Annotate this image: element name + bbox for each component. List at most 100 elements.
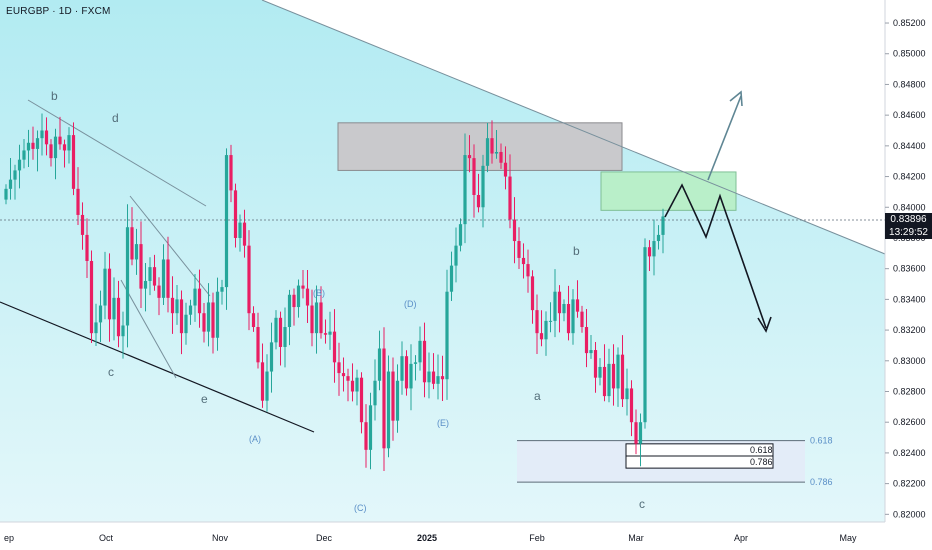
candle-body (521, 257, 526, 265)
y-tick-label: 0.83600 (893, 264, 926, 274)
candle-body (350, 380, 355, 392)
candle-body (386, 371, 391, 449)
candle-body (314, 302, 319, 334)
candle-body (274, 317, 278, 343)
candle-body (593, 350, 598, 378)
candle-body (319, 302, 323, 334)
candle-body (107, 268, 112, 320)
candle-body (616, 354, 620, 389)
candle-body (94, 322, 98, 334)
wave-label-D: (D) (404, 299, 417, 309)
wedge-upper-line (129, 195, 211, 297)
candle-body (215, 291, 220, 338)
candle-body (643, 247, 647, 423)
candle-body (472, 158, 476, 195)
candle-body (634, 422, 638, 444)
candle-body (409, 363, 413, 389)
candle-body (89, 261, 94, 334)
candle-body (625, 388, 629, 400)
x-tick-label: Dec (316, 533, 333, 543)
x-tick-label: Oct (99, 533, 114, 543)
candle-body (323, 333, 328, 335)
candle-body (458, 224, 463, 246)
candle-body (130, 227, 134, 260)
y-tick-label: 0.82400 (893, 448, 926, 458)
candle-body (431, 371, 436, 384)
candle-body (292, 294, 296, 308)
candle-body (652, 241, 656, 257)
x-tick-label: ep (4, 533, 14, 543)
supply-zone (337, 122, 623, 171)
candle-body (13, 170, 17, 180)
candle-body (62, 144, 67, 151)
candle-body (539, 333, 544, 340)
candle-body (548, 320, 553, 322)
symbol-header[interactable]: EURGBP · 1D · FXCM (6, 6, 111, 17)
candle-body (332, 331, 337, 363)
candle-body (71, 135, 76, 189)
candle-body (148, 267, 152, 281)
lower-trendline (0, 301, 315, 433)
candle-body (283, 327, 287, 347)
candle-body (395, 380, 400, 421)
y-tick-label: 0.82000 (893, 509, 926, 519)
candle-body (575, 299, 580, 312)
candle-body (629, 388, 634, 423)
y-tick-label: 0.82600 (893, 417, 926, 427)
candle-body (364, 422, 368, 450)
candle-body (103, 268, 107, 306)
fib-labels: 0.618 0.786 0.618 0.786 (750, 436, 833, 487)
candle-body (139, 244, 143, 289)
current-price-label: 0.83896 (885, 213, 932, 226)
candle-body (467, 155, 472, 159)
candle-body (233, 190, 238, 238)
candle-body (328, 331, 332, 335)
candle-body (337, 362, 341, 374)
candle-body (40, 130, 44, 139)
candle-body (256, 327, 260, 363)
x-tick-label: May (839, 533, 857, 543)
x-tick-label: 2025 (417, 533, 437, 543)
candle-body (197, 288, 202, 314)
price-axis[interactable]: 0.85200 0.85000 0.84800 0.84600 0.84400 0.842… (885, 18, 926, 519)
candle-body (485, 138, 490, 166)
candle-body (31, 142, 35, 149)
y-tick-label: 0.84800 (893, 79, 926, 89)
candle-body (661, 216, 665, 235)
time-axis[interactable]: ep Oct Nov Dec 2025 Feb Mar Apr May (4, 533, 857, 543)
candle-body (445, 291, 449, 380)
candle-body (116, 297, 121, 337)
wave-label-d: d (112, 111, 119, 125)
candle-body (175, 299, 179, 314)
candle-body (400, 356, 404, 381)
candle-body (413, 362, 418, 364)
candle-body (170, 297, 175, 314)
candle-body (301, 285, 305, 289)
candle-body (157, 285, 161, 298)
y-tick-label: 0.83000 (893, 356, 926, 366)
candle-body (224, 155, 229, 288)
candle-body (179, 299, 184, 334)
target-zone (600, 171, 737, 211)
candle-body (440, 376, 445, 380)
candle-body (373, 380, 377, 406)
candle-body (476, 194, 481, 208)
wave-label-c-1: c (108, 365, 114, 379)
x-tick-label: Feb (529, 533, 545, 543)
y-tick-label: 0.83400 (893, 294, 926, 304)
candle-body (463, 155, 467, 225)
candle-body (535, 310, 539, 334)
price-axis-background (885, 0, 932, 550)
candle-body (67, 135, 71, 151)
candle-body (35, 138, 40, 149)
candle-body (287, 294, 292, 328)
candle-body (211, 302, 215, 338)
candle-body (206, 302, 211, 332)
wave-label-c-2: c (639, 497, 645, 511)
candle-body (247, 245, 251, 314)
candle-body (512, 219, 517, 242)
candle-body (17, 159, 22, 171)
candle-body (184, 314, 188, 334)
candle-body (499, 151, 503, 163)
candle-body (580, 311, 584, 328)
